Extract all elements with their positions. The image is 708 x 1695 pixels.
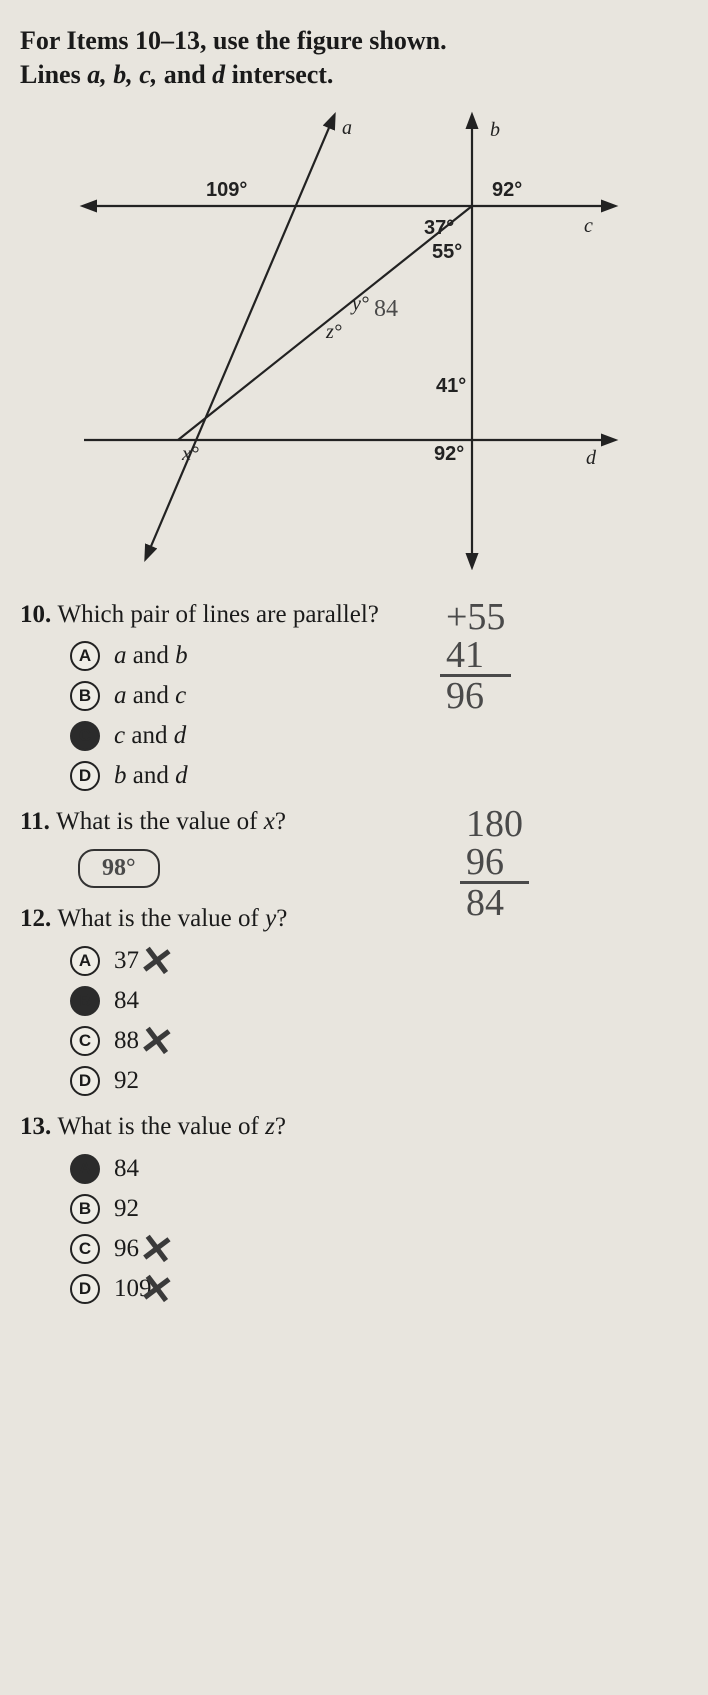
choice-bubble[interactable]: D [70,1274,100,1304]
instructions-line-2: Lines a, b, c, and d intersect. [20,58,688,92]
svg-text:c: c [584,215,593,237]
choice-text: b and d [114,762,188,790]
question-12: 12. What is the value of y?A37✕B84C88✕D9… [20,902,688,1096]
choice-bubble[interactable]: B [70,681,100,711]
choice-text: c and d [114,722,186,750]
choice-bubble[interactable]: A [70,641,100,671]
choice-C[interactable]: Cc and d [70,721,688,751]
choice-bubble[interactable]: B [70,986,100,1016]
choice-C[interactable]: C96✕ [70,1234,688,1264]
choice-bubble[interactable]: C [70,1234,100,1264]
svg-text:41°: 41° [436,375,466,397]
question-13: 13. What is the value of z?A84B92C96✕D10… [20,1110,688,1304]
choice-bubble[interactable]: C [70,1026,100,1056]
question-10: 10. Which pair of lines are parallel? Aa … [20,598,688,792]
choice-B[interactable]: B 92 [70,1194,688,1224]
svg-text:92°: 92° [492,179,522,201]
choice-list: A37✕B84C88✕D92 [70,946,688,1096]
choice-text: 88 [114,1027,139,1055]
choice-D[interactable]: D109✕ [70,1274,688,1304]
choice-B[interactable]: Ba and c [70,681,688,711]
choice-text: a and b [114,642,188,670]
choice-text: 37 [114,947,139,975]
choice-text: 84 [114,1155,139,1183]
svg-text:55°: 55° [432,241,462,263]
choice-C[interactable]: C88✕ [70,1026,688,1056]
svg-text:x°: x° [181,443,199,465]
choice-text: 84 [114,987,139,1015]
choice-list: Aa and b Ba and c Cc and d Db and d [70,641,688,791]
svg-text:z°: z° [325,321,342,343]
svg-text:92°: 92° [434,443,464,465]
choice-bubble[interactable]: D [70,761,100,791]
svg-text:a: a [342,117,352,139]
answer-fillin[interactable]: 98° [78,849,160,888]
instructions-block: For Items 10–13, use the figure shown. L… [20,24,688,92]
handwritten-calc: +554196 [440,598,511,715]
handwritten-cross: ✕ [137,936,177,987]
choice-A[interactable]: Aa and b [70,641,688,671]
choice-bubble[interactable]: B [70,1194,100,1224]
question-text: 13. What is the value of z? [20,1110,688,1144]
diagram-svg: c d a b 109° 92° 37°55° 41° 92° x° z° y°84 [74,110,634,570]
question-11: 11. What is the value of x?98°1809684 [20,805,688,888]
question-text: 10. Which pair of lines are parallel? [20,598,688,632]
svg-text:b: b [490,119,500,141]
svg-text:37°: 37° [424,217,454,239]
choice-text: 96 [114,1235,139,1263]
instructions-line-1: For Items 10–13, use the figure shown. [20,24,688,58]
handwritten-cross: ✕ [137,1263,177,1314]
svg-text:84: 84 [374,296,398,322]
choice-text: a and c [114,682,186,710]
choice-B[interactable]: B 84 [70,986,688,1016]
choice-bubble[interactable]: D [70,1066,100,1096]
choice-A[interactable]: A37✕ [70,946,688,976]
choice-text: 92 [114,1195,139,1223]
choice-text: 92 [114,1067,139,1095]
svg-text:109°: 109° [206,179,247,201]
question-text: 12. What is the value of y? [20,902,688,936]
choice-bubble[interactable]: A [70,1154,100,1184]
svg-text:y°: y° [350,293,369,315]
geometry-figure: c d a b 109° 92° 37°55° 41° 92° x° z° y°84 [20,110,688,570]
question-text: 11. What is the value of x? [20,805,688,839]
choice-list: A84B92C96✕D109✕ [70,1154,688,1304]
choice-A[interactable]: A 84 [70,1154,688,1184]
choice-bubble[interactable]: C [70,721,100,751]
choice-D[interactable]: D 92 [70,1066,688,1096]
handwritten-cross: ✕ [137,1016,177,1067]
choice-D[interactable]: Db and d [70,761,688,791]
svg-text:d: d [586,447,597,469]
choice-bubble[interactable]: A [70,946,100,976]
